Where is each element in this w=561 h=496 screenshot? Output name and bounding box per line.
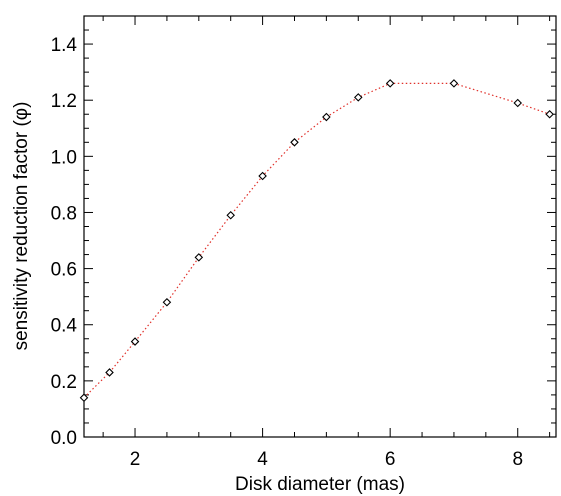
y-tick-label: 1.4: [51, 35, 78, 56]
series-line: [83, 82, 550, 399]
data-point: [513, 98, 523, 108]
y-axis-label: sensitivity reduction factor (φ): [11, 102, 32, 351]
x-tick-label: 4: [257, 449, 268, 470]
data-point: [79, 393, 89, 402]
data-point: [353, 93, 363, 102]
data-point: [290, 138, 299, 147]
y-tick-label: 0.8: [51, 203, 77, 224]
y-tick-label: 0.4: [51, 316, 78, 337]
y-tick-label: 1.2: [51, 91, 77, 112]
axis-ticks: [84, 15, 556, 438]
data-point: [194, 253, 204, 262]
series-points: [79, 79, 554, 402]
data-point: [258, 171, 267, 181]
data-point: [385, 79, 395, 88]
y-tick-label: 0.2: [51, 372, 77, 393]
data-point: [449, 79, 459, 88]
data-point: [105, 368, 114, 377]
y-tick-label: 0.0: [51, 428, 77, 449]
data-point: [322, 112, 331, 122]
data-point: [545, 109, 554, 119]
x-tick-label: 2: [130, 449, 141, 470]
x-tick-label: 6: [385, 449, 396, 470]
x-tick-label: 8: [512, 449, 523, 470]
data-point: [162, 298, 172, 307]
y-tick-label: 0.6: [51, 260, 77, 281]
y-tick-label: 1.0: [51, 147, 77, 168]
data-point: [130, 337, 140, 346]
tick-labels: 2 4 6 8 0.0 0.2 0.4 0.6 0.8 1.0 1.2 1.4: [51, 35, 523, 470]
plot-frame: [83, 15, 557, 438]
x-axis-label: Disk diameter (mas): [235, 474, 405, 495]
data-point: [226, 210, 235, 220]
